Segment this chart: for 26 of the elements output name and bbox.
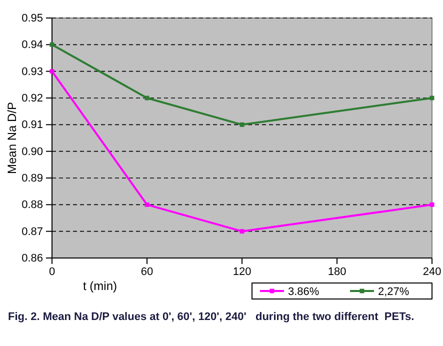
- y-tick-label: 0.88: [22, 199, 43, 212]
- y-tick-label: 0.89: [22, 172, 43, 185]
- caption: Fig. 2. Mean Na D/P values at 0', 60', 120', 240' during the two different PETs.: [8, 311, 414, 323]
- x-axis-title: t (min): [83, 279, 117, 293]
- point: [240, 122, 244, 127]
- y-tick-label: 0.92: [22, 92, 43, 105]
- x-tick-label: 180: [328, 266, 346, 278]
- y-tick-label: 0.91: [22, 119, 43, 132]
- x-tick-label: 120: [232, 266, 252, 278]
- y-axis-title: Mean Na D/P: [5, 102, 19, 174]
- x-tick-label: 0: [48, 266, 56, 278]
- point: [240, 229, 244, 234]
- point: [144, 202, 150, 207]
- legend-label: 2,27%: [378, 286, 410, 298]
- point: [50, 42, 54, 47]
- x-tick-label: 60: [140, 266, 154, 278]
- y-tick-label: 0.94: [22, 39, 43, 52]
- y-tick-label: 0.95: [22, 12, 43, 25]
- y-tick-label: 0.87: [22, 226, 43, 238]
- point: [430, 202, 434, 207]
- legend-label: 3.86%: [288, 286, 320, 298]
- y-tick-label: 0.86: [22, 252, 43, 265]
- y-tick-label: 0.90: [22, 146, 43, 158]
- y-tick-label: 0.93: [22, 66, 43, 78]
- x-tick-label: 240: [422, 266, 442, 278]
- point: [50, 69, 54, 74]
